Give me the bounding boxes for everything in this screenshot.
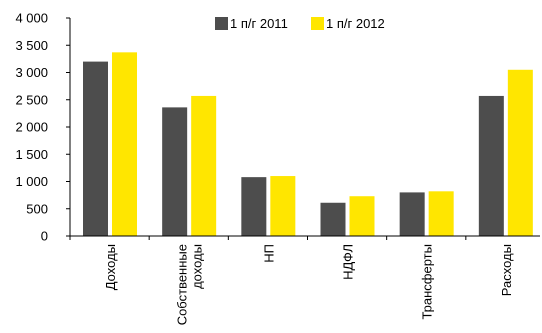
x-category-label: Собственные (175, 244, 190, 325)
legend-swatch (215, 17, 228, 30)
bar (478, 95, 504, 236)
legend: 1 п/г 2011 1 п/г 2012 (215, 16, 385, 31)
y-tick-label: 2 000 (15, 120, 48, 135)
bar (399, 192, 425, 236)
x-category-label: Расходы (499, 244, 514, 296)
bar (83, 61, 108, 236)
x-category-label: НП (261, 244, 276, 263)
x-category-label: НДФЛ (341, 244, 356, 280)
bars (83, 52, 533, 237)
bar (162, 107, 188, 236)
y-tick-label: 1 000 (15, 174, 48, 189)
axes: 0 500 1 000 1 500 2 000 2 500 3 000 3 500 4 000 Д… (15, 11, 540, 325)
y-tick-label: 1 500 (15, 147, 48, 162)
x-category-label: Трансферты (420, 244, 435, 320)
y-tick-label: 2 500 (15, 92, 48, 107)
bar (241, 177, 267, 236)
y-tick-label: 0 (41, 229, 48, 244)
bar (270, 176, 296, 236)
legend-swatch (311, 17, 324, 30)
bar (428, 191, 454, 236)
bar (191, 95, 217, 236)
x-category-label: доходы (190, 244, 205, 289)
bar (320, 202, 346, 236)
legend-label: 1 п/г 2011 (230, 16, 288, 31)
bar (349, 196, 375, 236)
bar (507, 69, 533, 237)
y-tick-label: 4 000 (15, 11, 48, 26)
x-category-label: Доходы (103, 244, 118, 290)
y-tick-label: 500 (26, 201, 48, 216)
y-tick-label: 3 500 (15, 38, 48, 53)
legend-label: 1 п/г 2012 (326, 16, 385, 31)
bar (112, 52, 137, 237)
y-tick-label: 3 000 (15, 65, 48, 80)
